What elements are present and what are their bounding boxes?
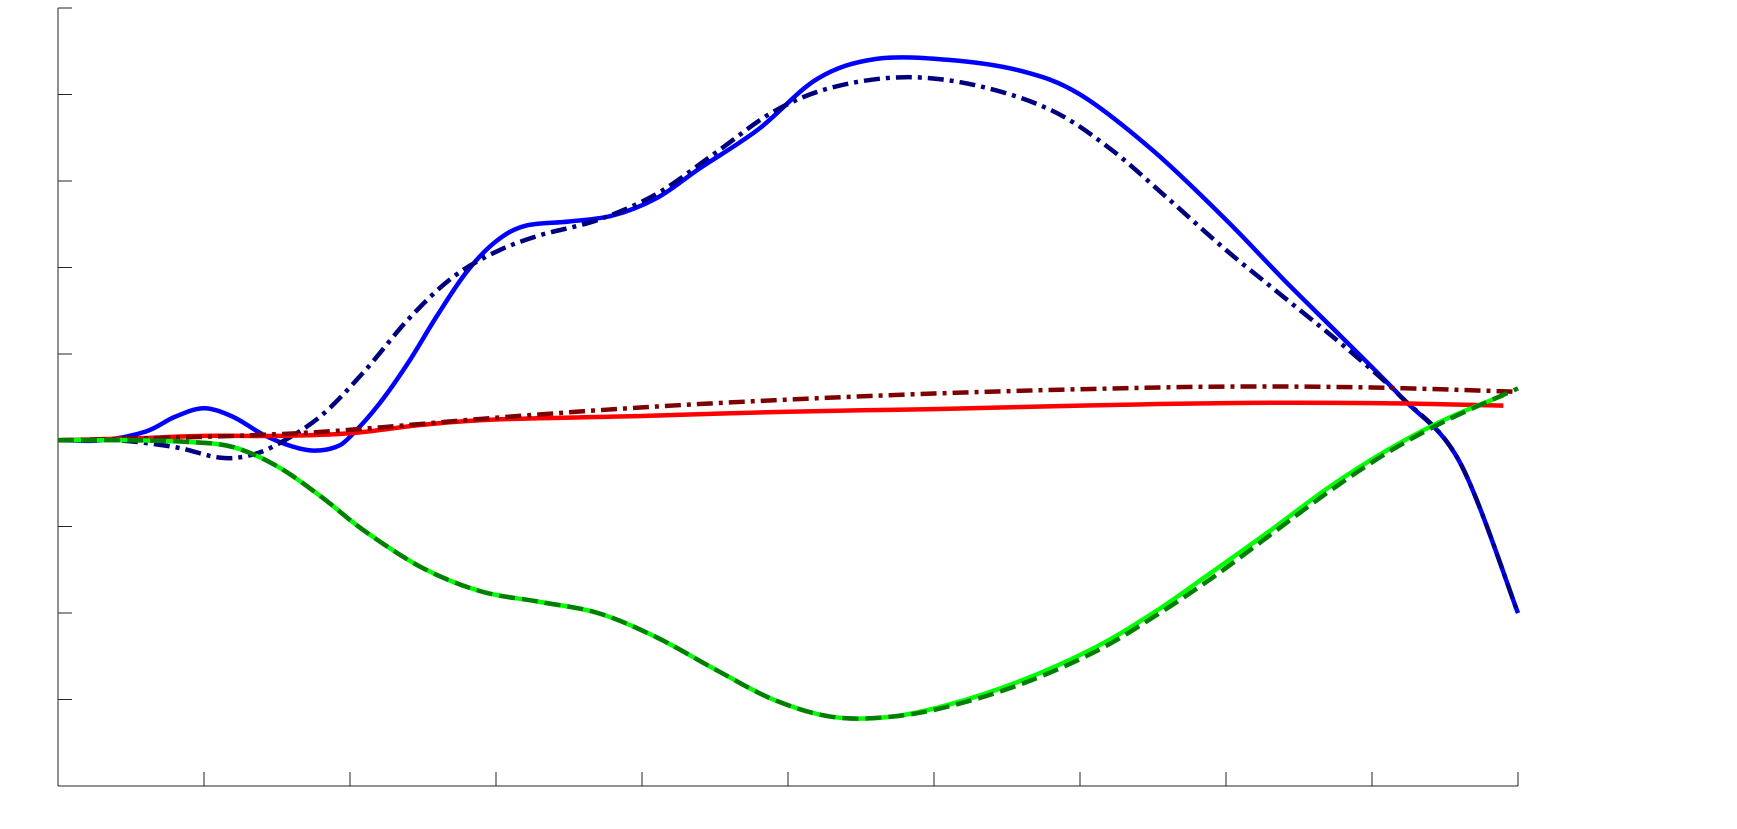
series-line-3 [57,400,1504,443]
series-line-6 [57,386,1519,721]
plot-series [57,55,1521,721]
y-ticks [58,7,72,787]
series-line-5 [57,393,1505,721]
axes [57,7,1519,787]
series-line-2 [57,74,1521,614]
series-line-4 [57,384,1519,443]
series-line-1 [57,55,1521,614]
x-ticks [57,772,1519,786]
